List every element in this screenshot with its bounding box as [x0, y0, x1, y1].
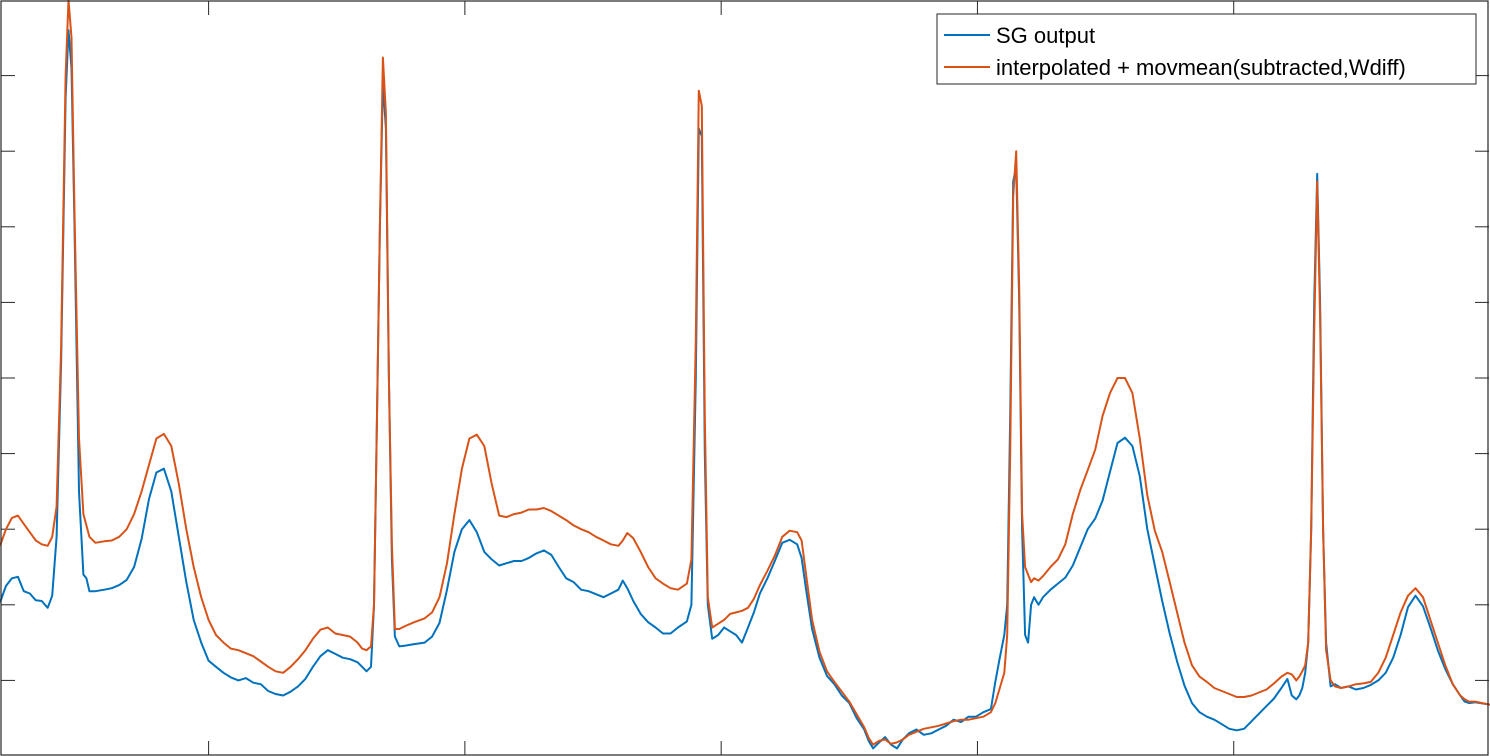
legend-label-interpolated: interpolated + movmean(subtracted,Wdiff) — [996, 55, 1406, 80]
legend: SG output interpolated + movmean(subtrac… — [936, 13, 1477, 85]
legend-label-sg-output: SG output — [996, 23, 1095, 48]
series-line-sg-output — [0, 29, 1490, 750]
legend-box — [936, 13, 1477, 85]
